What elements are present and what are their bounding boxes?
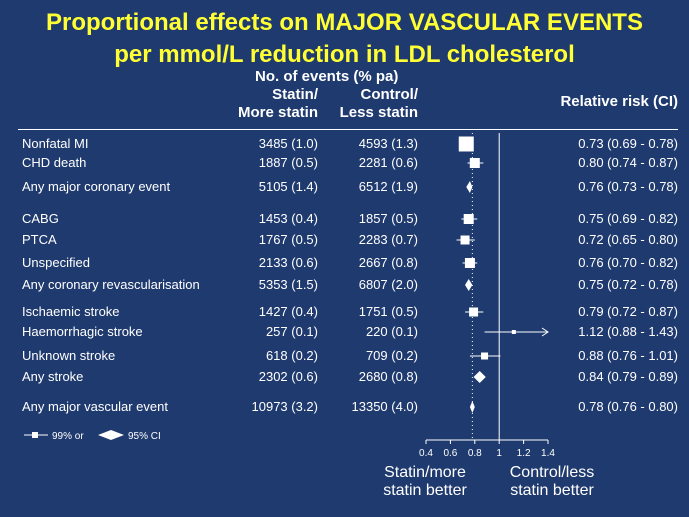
ci-arrow	[541, 327, 549, 337]
relative-risk: 1.12 (0.88 - 1.43)	[578, 324, 678, 339]
left-favor-line2: statin better	[383, 482, 467, 499]
statin-header-line1: Statin/	[272, 86, 318, 103]
statin-events: 1887 (0.5)	[258, 155, 318, 170]
square-marker	[460, 235, 470, 245]
diamond-marker	[469, 401, 475, 413]
statin-events: 10973 (3.2)	[251, 399, 319, 414]
row-label: CHD death	[22, 155, 87, 170]
legend-99-label: 99% or	[52, 431, 84, 442]
row-label: Any major vascular event	[22, 399, 168, 414]
relative-risk: 0.78 (0.76 - 0.80)	[578, 399, 678, 414]
row-label: Any coronary revascularisation	[22, 277, 200, 292]
statin-events: 1453 (0.4)	[258, 211, 318, 226]
square-marker	[469, 158, 480, 168]
statin-events: 3485 (1.0)	[258, 136, 318, 151]
control-events: 6512 (1.9)	[358, 179, 418, 194]
right-favor-line2: statin better	[510, 482, 594, 499]
diamond-marker	[465, 279, 473, 291]
row-label: Nonfatal MI	[22, 136, 89, 151]
control-events: 709 (0.2)	[365, 348, 418, 363]
control-events: 2283 (0.7)	[358, 232, 418, 247]
control-events: 1857 (0.5)	[358, 211, 418, 226]
relative-risk: 0.76 (0.70 - 0.82)	[578, 255, 678, 270]
statin-events: 1767 (0.5)	[258, 232, 318, 247]
x-tick-label: 0.4	[419, 448, 433, 459]
relative-risk: 0.75 (0.69 - 0.82)	[578, 211, 678, 226]
control-events: 2281 (0.6)	[358, 155, 418, 170]
statin-events: 5105 (1.4)	[258, 179, 318, 194]
control-events: 2667 (0.8)	[358, 255, 418, 270]
relative-risk: 0.80 (0.74 - 0.87)	[578, 155, 678, 170]
statin-events: 618 (0.2)	[265, 348, 318, 363]
statin-events: 257 (0.1)	[265, 324, 318, 339]
legend-95-diamond	[98, 430, 124, 440]
legend-99-square	[32, 432, 38, 438]
legend-95-label: 95% CI	[128, 431, 161, 442]
chart-title-line1: Proportional effects on MAJOR VASCULAR E…	[46, 9, 643, 36]
x-tick-label: 1.2	[517, 448, 531, 459]
x-tick-label: 0.8	[468, 448, 482, 459]
relative-risk: 0.76 (0.73 - 0.78)	[578, 179, 678, 194]
row-label: CABG	[22, 211, 59, 226]
events-header: No. of events (% pa)	[255, 68, 399, 85]
statin-events: 2302 (0.6)	[258, 369, 318, 384]
square-marker	[481, 352, 489, 360]
x-tick-label: 1.4	[541, 448, 555, 459]
x-tick-label: 1	[496, 448, 502, 459]
statin-header-line2: More statin	[237, 104, 318, 121]
row-label: Any stroke	[22, 369, 84, 384]
diamond-marker	[473, 371, 486, 383]
control-events: 4593 (1.3)	[358, 136, 418, 151]
square-marker	[469, 307, 479, 317]
header-divider	[18, 129, 678, 130]
square-marker	[463, 214, 474, 224]
row-label: Ischaemic stroke	[22, 304, 120, 319]
rr-header: Relative risk (CI)	[560, 93, 678, 110]
relative-risk: 0.72 (0.65 - 0.80)	[578, 232, 678, 247]
relative-risk: 0.88 (0.76 - 1.01)	[578, 348, 678, 363]
control-header-line2: Less statin	[339, 104, 418, 121]
left-favor-line1: Statin/more	[384, 464, 466, 481]
control-events: 13350 (4.0)	[351, 399, 419, 414]
control-events: 1751 (0.5)	[358, 304, 418, 319]
right-favor-line1: Control/less	[509, 464, 595, 481]
control-events: 6807 (2.0)	[358, 277, 418, 292]
row-label: Unknown stroke	[22, 348, 116, 363]
x-tick-label: 0.6	[443, 448, 457, 459]
chart-title-line2: per mmol/L reduction in LDL cholesterol	[114, 41, 575, 68]
relative-risk: 0.73 (0.69 - 0.78)	[578, 136, 678, 151]
control-events: 2680 (0.8)	[358, 369, 418, 384]
square-marker	[464, 258, 475, 268]
control-events: 220 (0.1)	[365, 324, 418, 339]
diamond-marker	[466, 181, 473, 193]
relative-risk: 0.79 (0.72 - 0.87)	[578, 304, 678, 319]
square-marker	[511, 330, 516, 334]
control-header-line1: Control/	[360, 86, 419, 103]
row-label: Haemorrhagic stroke	[22, 324, 143, 339]
relative-risk: 0.75 (0.72 - 0.78)	[578, 277, 678, 292]
statin-events: 2133 (0.6)	[258, 255, 318, 270]
square-marker	[458, 136, 474, 152]
statin-events: 1427 (0.4)	[258, 304, 318, 319]
relative-risk: 0.84 (0.79 - 0.89)	[578, 369, 678, 384]
row-label: PTCA	[22, 232, 57, 247]
statin-events: 5353 (1.5)	[258, 277, 318, 292]
row-label: Any major coronary event	[22, 179, 171, 194]
row-label: Unspecified	[22, 255, 90, 270]
